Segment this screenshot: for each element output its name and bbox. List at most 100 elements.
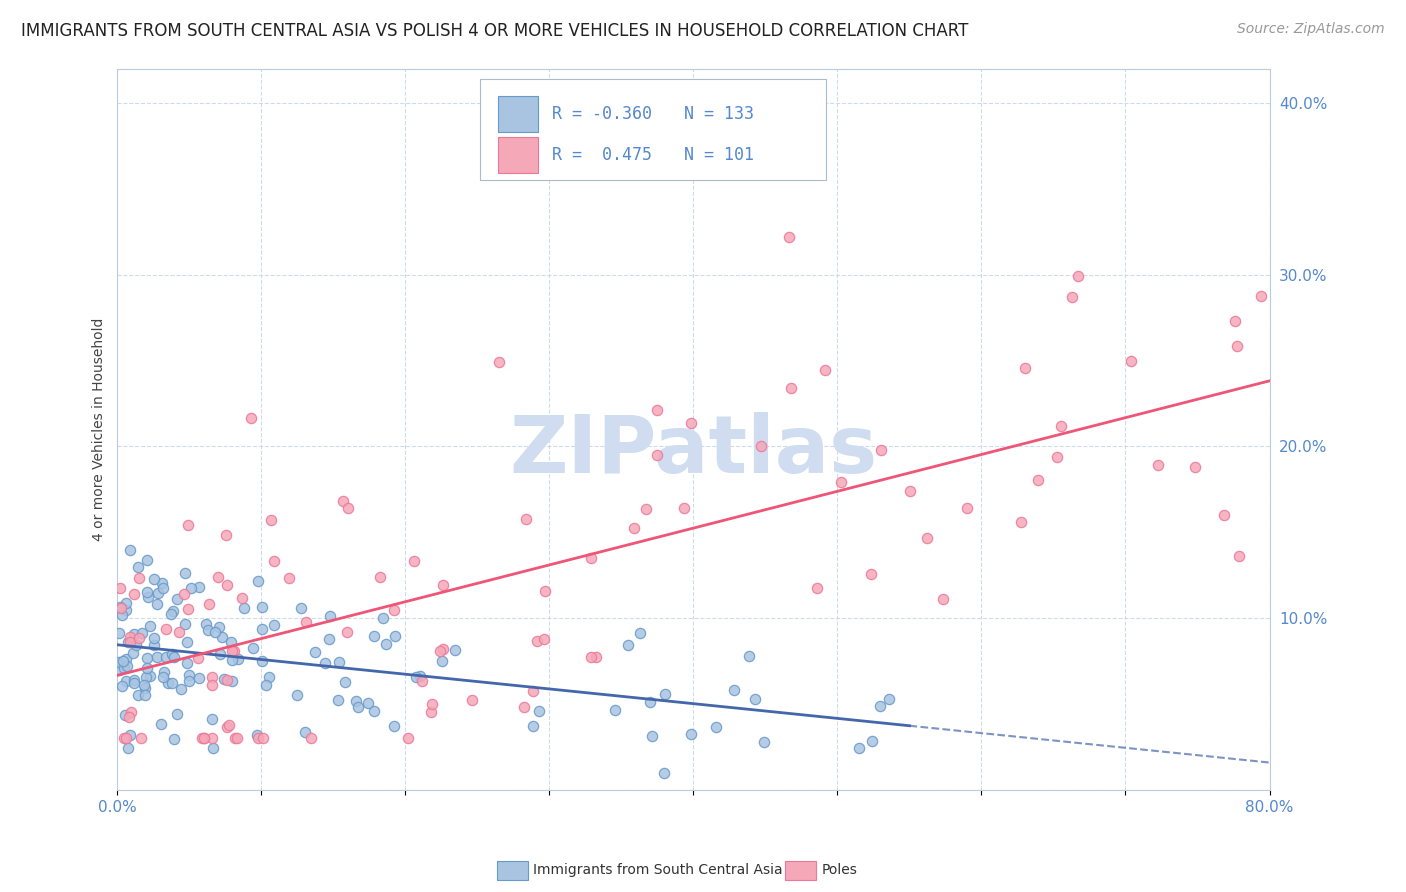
Point bbox=[409, 669, 432, 683]
Point bbox=[859, 567, 882, 582]
Point bbox=[314, 656, 336, 670]
Point bbox=[430, 654, 453, 668]
Point bbox=[1046, 450, 1069, 464]
Point bbox=[723, 683, 745, 698]
Point bbox=[139, 618, 162, 632]
Point bbox=[738, 649, 761, 664]
Point bbox=[634, 501, 657, 516]
Text: IMMIGRANTS FROM SOUTH CENTRAL ASIA VS POLISH 4 OR MORE VEHICLES IN HOUSEHOLD COR: IMMIGRANTS FROM SOUTH CENTRAL ASIA VS PO… bbox=[21, 22, 969, 40]
Point bbox=[1014, 360, 1036, 375]
Point bbox=[224, 644, 246, 658]
Point bbox=[112, 731, 135, 746]
Point bbox=[122, 673, 145, 687]
Point bbox=[432, 642, 454, 657]
Point bbox=[932, 592, 955, 607]
Point bbox=[152, 665, 174, 679]
Point bbox=[135, 670, 157, 684]
Point bbox=[224, 731, 246, 746]
Point bbox=[527, 704, 550, 718]
Point bbox=[752, 735, 775, 749]
Point bbox=[142, 572, 165, 586]
Point bbox=[195, 617, 218, 632]
Point bbox=[294, 725, 316, 739]
Point bbox=[146, 586, 169, 600]
Point bbox=[163, 650, 186, 665]
Point bbox=[179, 673, 201, 688]
Point bbox=[176, 635, 198, 649]
Point bbox=[396, 731, 419, 746]
Point bbox=[145, 649, 167, 664]
Point bbox=[254, 678, 277, 692]
Point bbox=[209, 647, 232, 661]
Point bbox=[120, 630, 142, 644]
Point bbox=[278, 572, 301, 586]
Point bbox=[166, 707, 188, 722]
FancyBboxPatch shape bbox=[481, 79, 825, 180]
Point bbox=[488, 355, 510, 369]
Point bbox=[250, 622, 273, 636]
Point bbox=[877, 691, 900, 706]
Point bbox=[160, 607, 183, 621]
Point bbox=[120, 634, 142, 648]
Point bbox=[1050, 419, 1073, 434]
Point bbox=[201, 731, 224, 746]
Point bbox=[534, 584, 557, 599]
Point bbox=[115, 674, 138, 689]
Point bbox=[134, 681, 156, 696]
Point bbox=[152, 581, 174, 595]
Point bbox=[533, 632, 555, 646]
Point bbox=[112, 654, 135, 668]
Point bbox=[115, 652, 138, 666]
Point bbox=[290, 600, 312, 615]
Point bbox=[111, 607, 134, 622]
Point bbox=[201, 741, 224, 756]
Point bbox=[180, 581, 202, 595]
Point bbox=[375, 637, 398, 651]
Point bbox=[211, 631, 233, 645]
Point bbox=[143, 631, 166, 645]
Point bbox=[150, 576, 173, 591]
Point bbox=[221, 673, 243, 688]
Point bbox=[231, 591, 253, 605]
Point bbox=[160, 676, 183, 690]
Text: R = -0.360: R = -0.360 bbox=[551, 105, 652, 123]
Point bbox=[318, 632, 340, 646]
Point bbox=[108, 663, 131, 677]
Point bbox=[382, 602, 405, 616]
Point bbox=[257, 670, 280, 684]
Point bbox=[443, 643, 465, 657]
Point bbox=[187, 671, 209, 685]
Point bbox=[780, 381, 803, 395]
Point bbox=[122, 675, 145, 690]
Point bbox=[114, 602, 136, 616]
Point bbox=[382, 719, 405, 733]
Point bbox=[201, 712, 224, 726]
Point bbox=[136, 591, 159, 605]
Point bbox=[117, 658, 139, 673]
Point bbox=[142, 638, 165, 652]
Point bbox=[869, 698, 891, 713]
Point bbox=[246, 728, 269, 742]
Point bbox=[121, 646, 143, 660]
Point bbox=[579, 650, 602, 665]
Point bbox=[118, 543, 141, 558]
Point bbox=[363, 704, 385, 718]
Point bbox=[114, 707, 136, 722]
Point bbox=[830, 475, 852, 489]
Point bbox=[167, 625, 190, 640]
Point bbox=[1062, 290, 1084, 304]
Point bbox=[617, 639, 640, 653]
Point bbox=[515, 512, 537, 526]
Point bbox=[197, 623, 219, 637]
Point bbox=[704, 720, 727, 734]
Point bbox=[118, 710, 141, 724]
Point bbox=[848, 740, 870, 755]
Point bbox=[207, 570, 229, 584]
Point bbox=[332, 493, 354, 508]
Point bbox=[217, 720, 239, 734]
Point bbox=[585, 649, 607, 664]
FancyBboxPatch shape bbox=[498, 137, 538, 173]
Text: N = 133: N = 133 bbox=[685, 105, 754, 123]
Point bbox=[513, 699, 536, 714]
Point bbox=[228, 652, 250, 666]
